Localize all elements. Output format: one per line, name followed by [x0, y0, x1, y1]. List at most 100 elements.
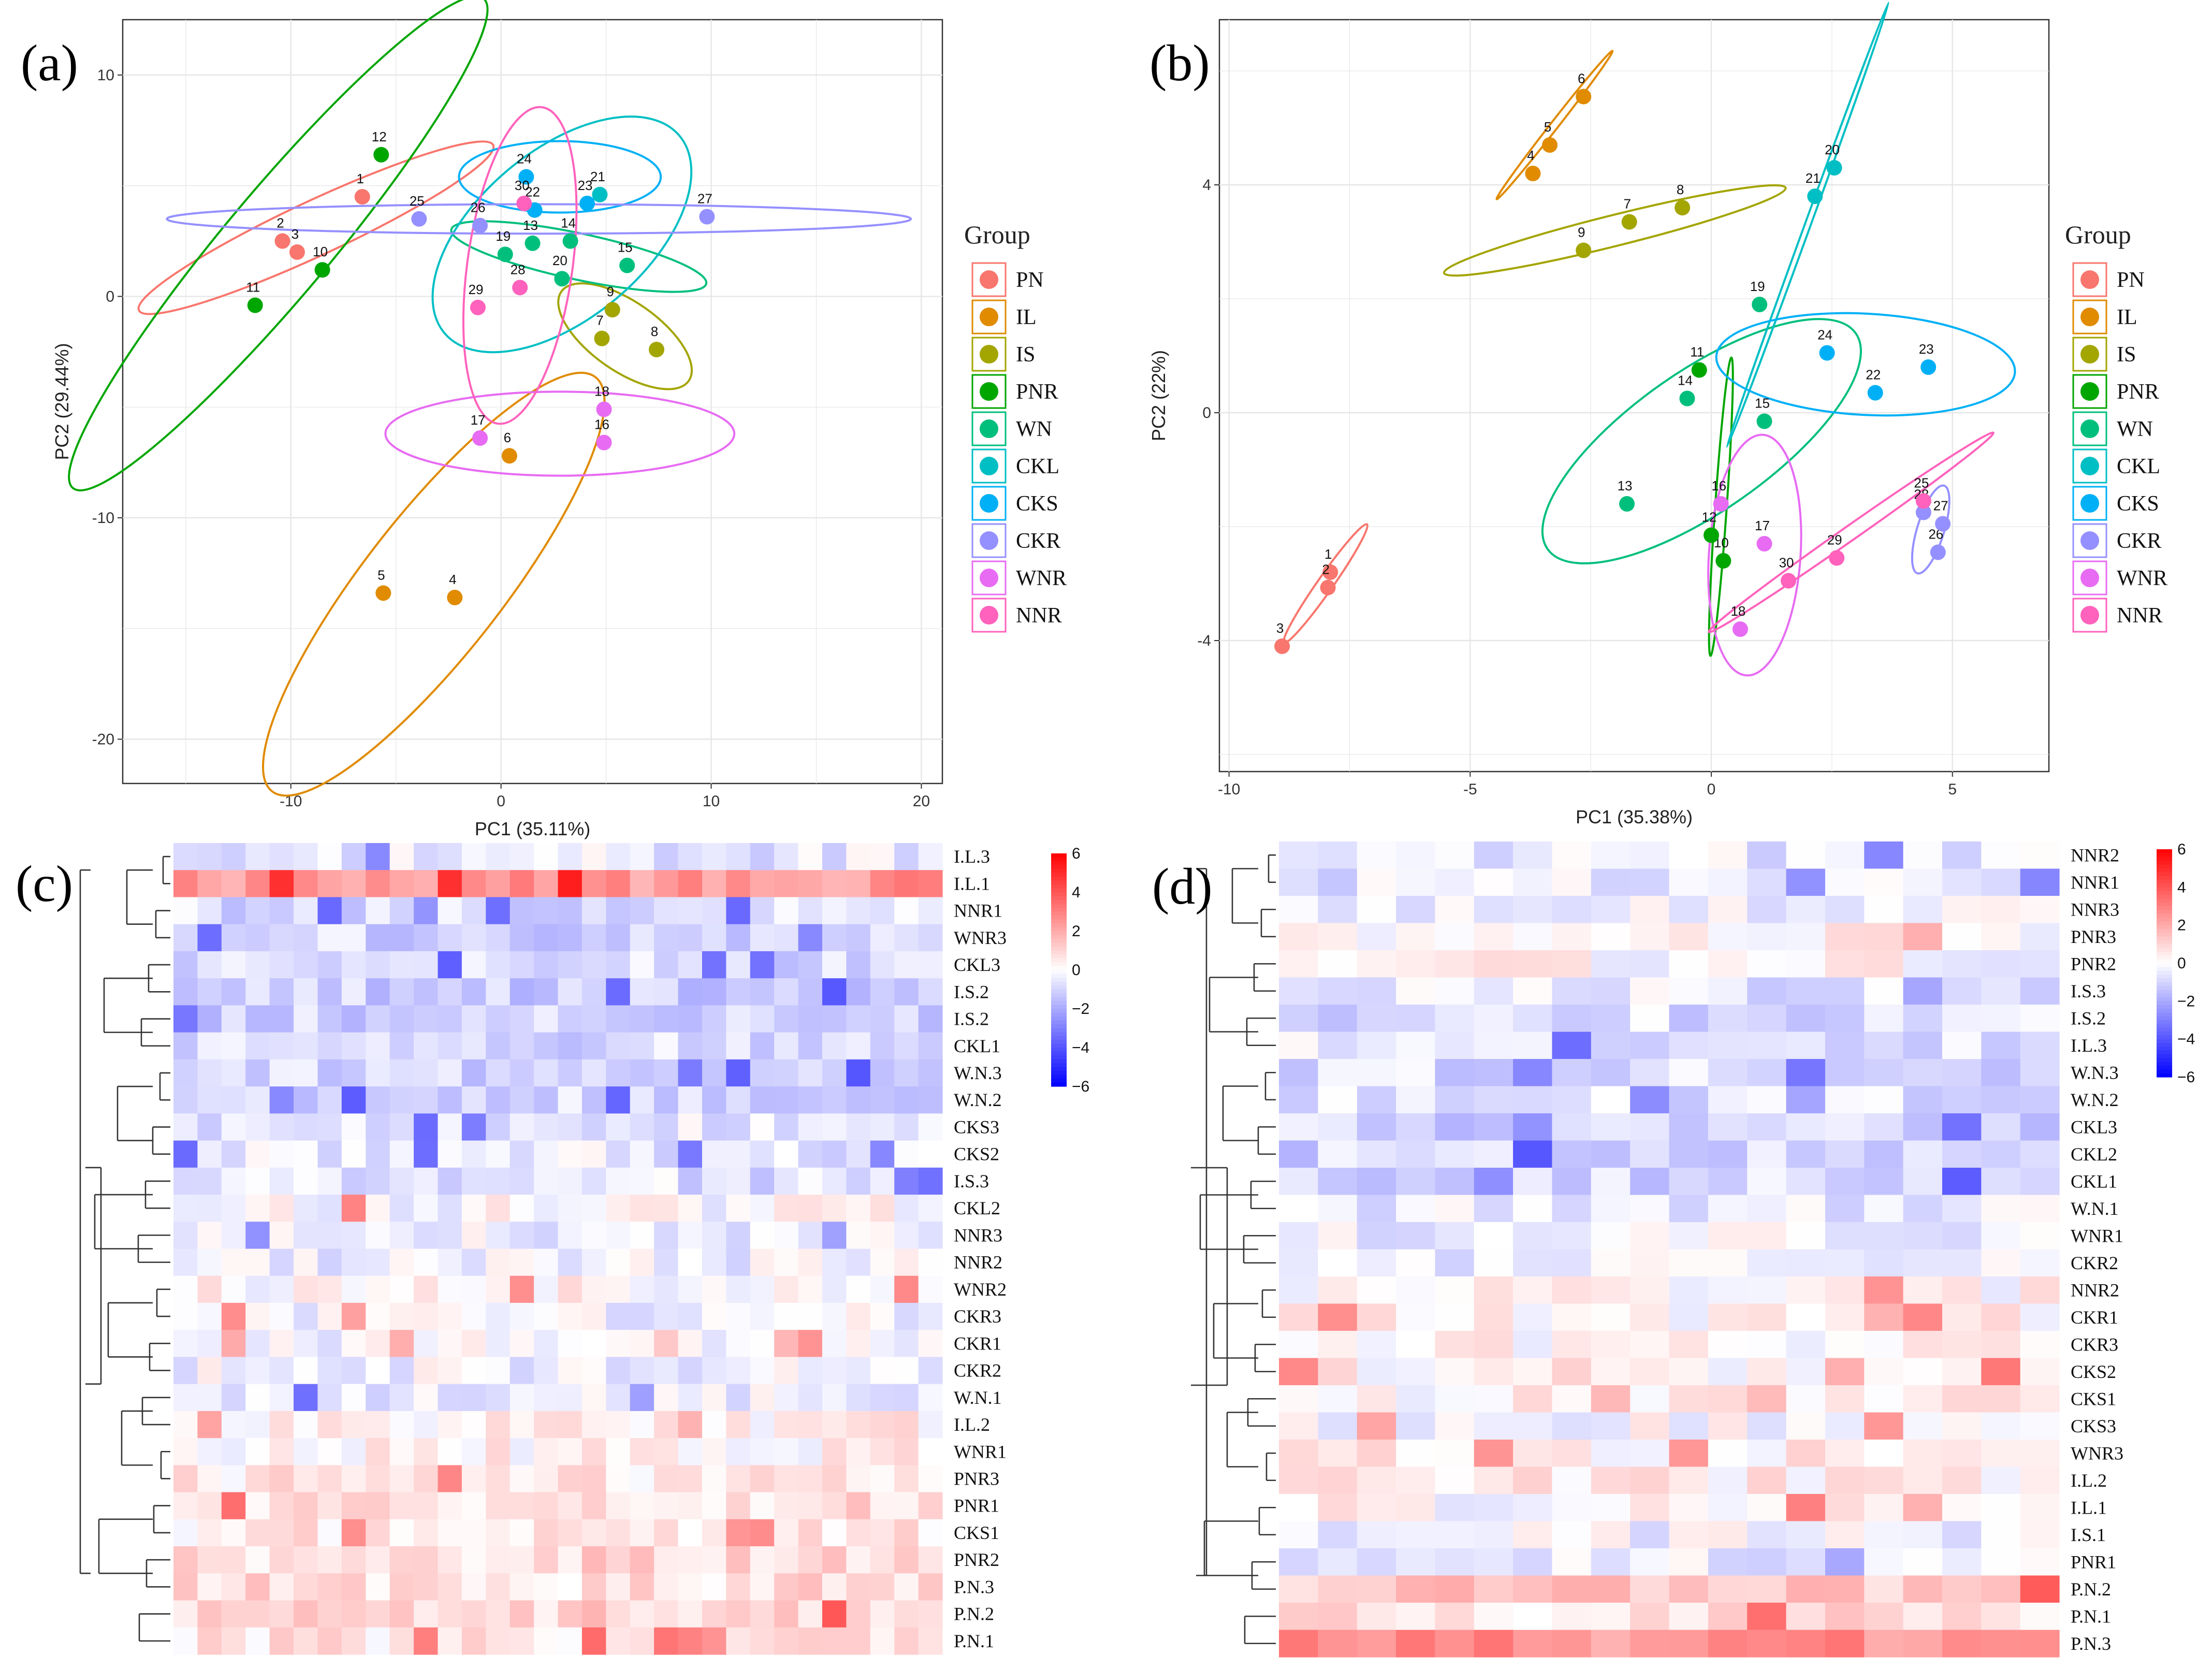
heatmap-cell: [894, 1573, 919, 1601]
heatmap-cell: [558, 1330, 583, 1358]
heatmap-cell: [341, 1032, 366, 1060]
heatmap-cell: [317, 1627, 342, 1655]
heatmap-cell: [534, 1086, 559, 1114]
heatmap-cell: [197, 897, 222, 925]
heatmap-cell: [414, 870, 439, 898]
row-label: NNR1: [2071, 872, 2119, 893]
heatmap-cell: [726, 1600, 751, 1628]
heatmap-cell: [870, 1195, 895, 1222]
heatmap-cell: [846, 870, 871, 898]
heatmap-cell: [366, 1195, 390, 1222]
heatmap-cell: [726, 1465, 751, 1493]
heatmap-cell: [414, 1465, 439, 1493]
heatmap-cell: [1513, 1603, 1553, 1631]
heatmap-cell: [630, 1059, 654, 1087]
point-label: 4: [1527, 148, 1534, 163]
heatmap-cell: [510, 1005, 534, 1033]
heatmap-cell: [269, 1113, 294, 1141]
heatmap-cell: [1786, 1385, 1826, 1413]
heatmap-cell: [269, 1248, 294, 1276]
heatmap-cell: [317, 1384, 342, 1412]
heatmap-cell: [414, 1411, 439, 1439]
heatmap-cell: [1357, 1303, 1396, 1331]
row-label: CKS2: [954, 1144, 999, 1165]
heatmap-cell: [1825, 1222, 1865, 1250]
heatmap-cell: [894, 843, 919, 870]
heatmap-cell: [366, 1330, 390, 1358]
heatmap-cell: [2020, 1521, 2060, 1549]
heatmap-cell: [2020, 1603, 2060, 1631]
heatmap-cell: [1318, 1195, 1358, 1223]
heatmap-cell: [197, 1519, 222, 1547]
heatmap-cell: [1630, 1412, 1670, 1440]
heatmap-cell: [1435, 868, 1475, 896]
heatmap-cell: [317, 1195, 342, 1222]
heatmap-cell: [245, 924, 270, 952]
heatmap-cell: [173, 1275, 198, 1303]
heatmap-cell: [269, 1222, 294, 1250]
heatmap-cell: [269, 1438, 294, 1465]
heatmap-cell: [534, 1059, 559, 1087]
heatmap-cell: [654, 1573, 679, 1601]
heatmap-cell: [510, 978, 534, 1006]
row-label: CKL1: [2071, 1171, 2117, 1192]
heatmap-cell: [1279, 1385, 1318, 1413]
heatmap-cell: [1942, 1358, 1982, 1386]
heatmap-cell: [606, 1059, 631, 1087]
heatmap-cell: [1747, 1195, 1787, 1223]
heatmap-cell: [317, 1411, 342, 1439]
point-label: 14: [561, 215, 576, 231]
heatmap-cell: [414, 1330, 439, 1358]
heatmap-cell: [1552, 1385, 1592, 1413]
heatmap-cell: [269, 1302, 294, 1330]
heatmap-cell: [461, 1465, 486, 1493]
heatmap-cell: [438, 1411, 462, 1439]
heatmap-cell: [654, 843, 679, 870]
data-point: [1781, 573, 1797, 589]
heatmap-cell: [389, 1384, 414, 1412]
heatmap-cell: [341, 1438, 366, 1465]
heatmap-cell: [317, 1546, 342, 1574]
data-point: [314, 262, 330, 278]
colorbar-segment: [1051, 1001, 1067, 1006]
row-label: I.L.2: [954, 1414, 990, 1435]
heatmap-cell: [1474, 1494, 1514, 1522]
heatmap-cell: [1435, 950, 1475, 978]
heatmap-cell: [1864, 1113, 1904, 1141]
row-label: NNR3: [954, 1225, 1002, 1245]
data-point: [1576, 242, 1592, 258]
heatmap-cell: [1357, 1385, 1396, 1413]
point-label: 11: [246, 280, 260, 295]
heatmap-cell: [1552, 1575, 1592, 1603]
heatmap-cell: [798, 951, 823, 979]
heatmap-cell: [1903, 1440, 1943, 1468]
colorbar-segment: [1051, 1051, 1067, 1056]
heatmap-cell: [774, 1302, 799, 1330]
heatmap-cell: [1396, 1548, 1435, 1576]
heatmap-cell: [1630, 1358, 1670, 1386]
colorbar-segment: [1051, 869, 1067, 874]
heatmap-cell: [486, 1195, 511, 1222]
heatmap-cell: [1591, 1494, 1631, 1522]
heatmap-cell: [1552, 1113, 1592, 1141]
heatmap-cell: [1513, 868, 1553, 896]
heatmap-cell: [702, 1195, 726, 1222]
heatmap-cell: [918, 843, 943, 870]
heatmap-cell: [1396, 1521, 1435, 1549]
colorbar-segment: [2157, 1069, 2172, 1074]
heatmap-cell: [510, 1222, 534, 1250]
colorbar-segment: [1051, 877, 1067, 881]
heatmap-cell: [197, 1330, 222, 1358]
heatmap-cell: [1474, 1168, 1514, 1196]
heatmap-cell: [245, 870, 270, 898]
heatmap-cell: [1903, 923, 1943, 951]
data-point: [1619, 496, 1635, 512]
legend-label: IS: [2117, 343, 2136, 367]
heatmap-cell: [1864, 841, 1904, 869]
heatmap-cell: [510, 1519, 534, 1547]
y-axis-label: PC2 (29.44%): [51, 343, 72, 460]
heatmap-cell: [414, 1140, 439, 1168]
heatmap-cell: [1825, 1630, 1865, 1658]
heatmap-cell: [1357, 1494, 1396, 1522]
heatmap-cell: [294, 1302, 318, 1330]
